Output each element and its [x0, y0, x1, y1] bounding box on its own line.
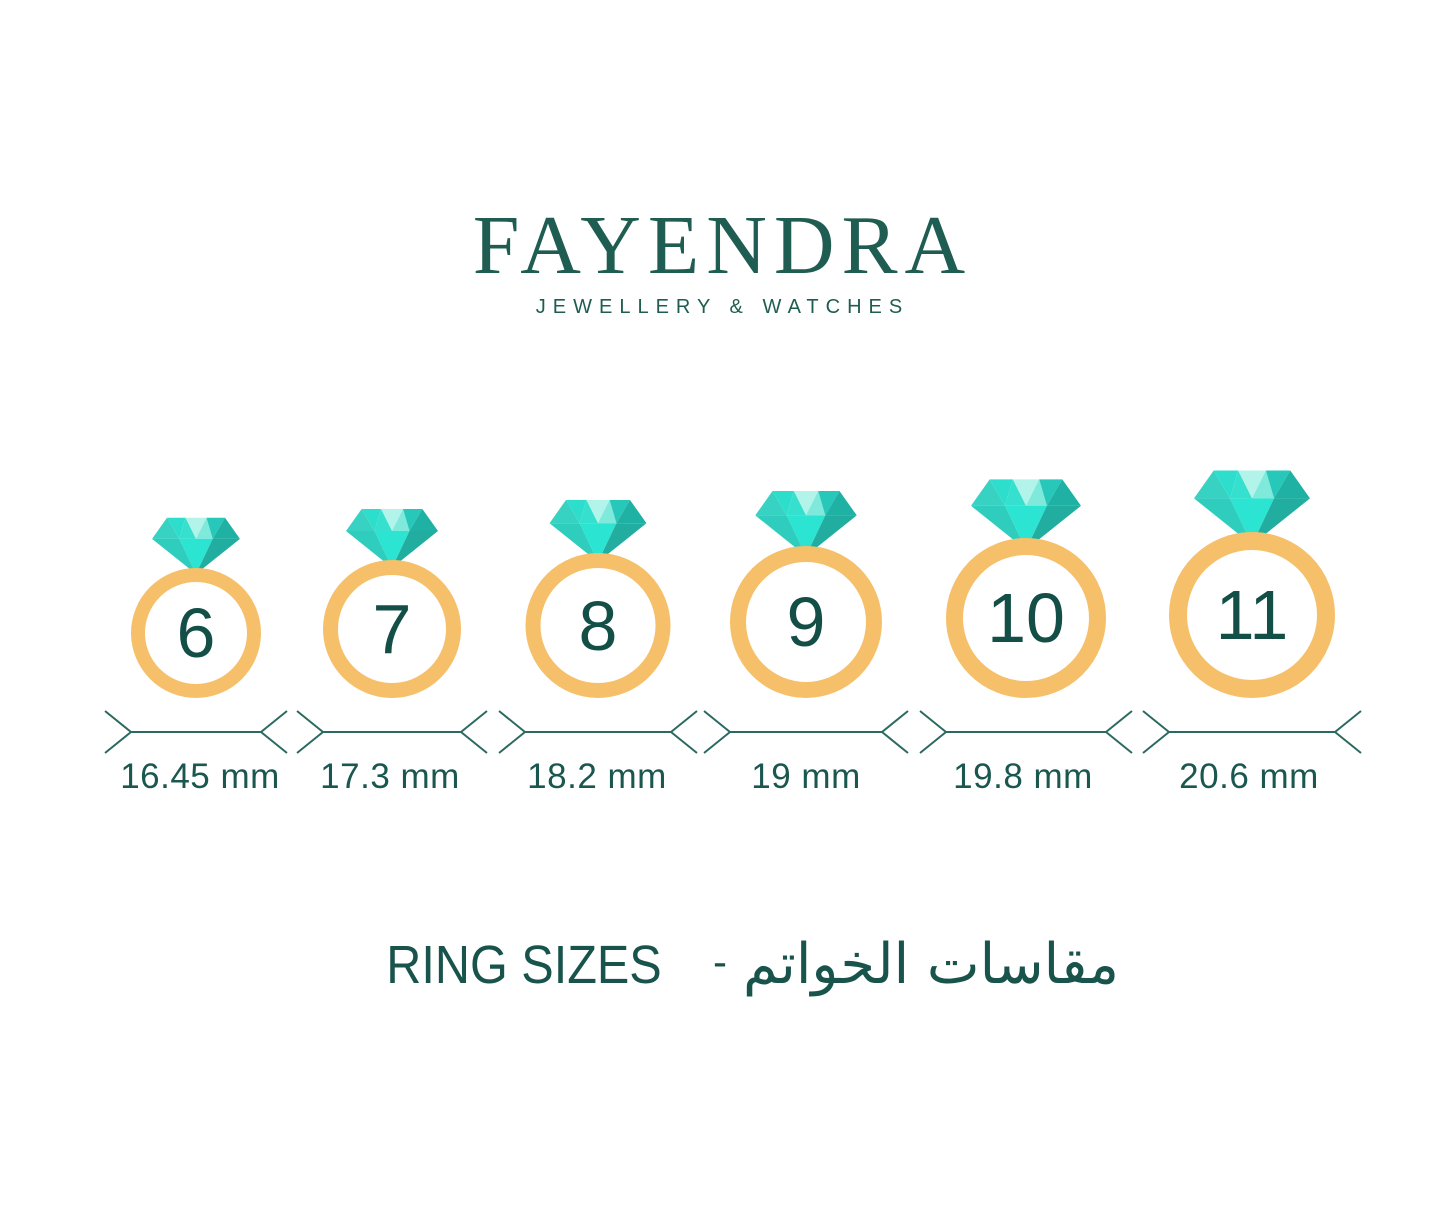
ring-figure-8: 8	[525, 498, 671, 698]
diameter-label: 19.8 mm	[953, 757, 1093, 796]
diameter-measure-arrow	[1142, 710, 1362, 754]
ring-size-number: 11	[1215, 576, 1289, 654]
ring-figure-10: 10	[946, 477, 1106, 698]
diameter-measure-arrow	[104, 710, 288, 754]
ring-sizes-title-en: RING SIZES	[386, 934, 662, 995]
ring-band: 10	[946, 538, 1106, 698]
diameter-label: 20.6 mm	[1179, 757, 1319, 796]
separator-dash: -	[713, 937, 728, 985]
ring-figure-6: 6	[131, 516, 261, 698]
ring-figure-9: 9	[730, 489, 882, 698]
brand-name: FAYENDRA	[472, 199, 973, 292]
diameter-label: 16.45 mm	[120, 757, 280, 796]
ring-band: 11	[1169, 532, 1335, 698]
ring-size-number: 6	[176, 594, 216, 672]
diameter-measure-arrow	[296, 710, 488, 754]
ring-band: 9	[730, 546, 882, 698]
diameter-label: 17.3 mm	[320, 757, 460, 796]
diameter-label: 18.2 mm	[527, 757, 667, 796]
diamond-icon	[152, 517, 240, 574]
ring-band: 7	[323, 560, 461, 698]
ring-sizes-title-ar: مقاسات الخواتم	[743, 932, 1120, 997]
ring-size-number: 8	[578, 586, 618, 665]
ring-band: 8	[525, 553, 671, 698]
brand-tagline: JEWELLERY & WATCHES	[535, 296, 910, 318]
diameter-measure-arrow	[498, 710, 698, 754]
ring-size-number: 10	[987, 579, 1065, 657]
brand-logo: FAYENDRA JEWELLERY & WATCHES	[0, 200, 1445, 319]
diamond-icon	[346, 508, 438, 568]
ring-size-number: 7	[372, 590, 412, 668]
ring-band: 6	[131, 568, 261, 698]
diameter-measure-arrow	[703, 710, 909, 754]
ring-figure-7: 7	[323, 507, 461, 698]
diameter-measure-arrow	[919, 710, 1133, 754]
footer-title: RING SIZES - مقاسات الخواتم	[371, 932, 1119, 997]
ring-size-number: 9	[786, 583, 826, 661]
diameter-label: 19 mm	[751, 757, 861, 796]
ring-figure-11: 11	[1169, 468, 1335, 698]
